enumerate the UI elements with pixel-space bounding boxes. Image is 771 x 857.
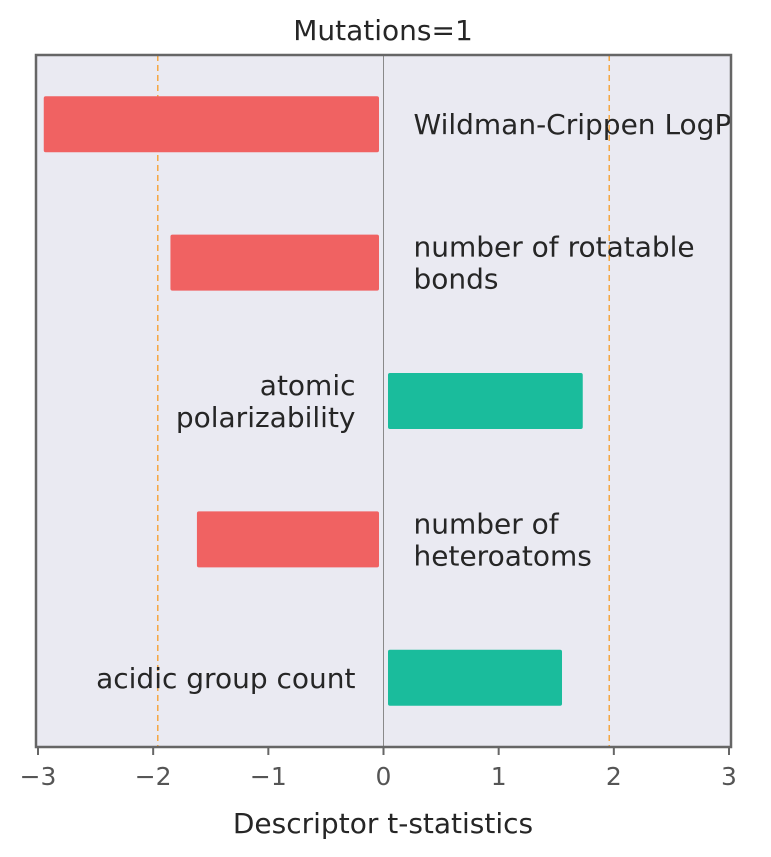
bar-2 <box>170 234 379 291</box>
x-tick-label: 2 <box>606 762 622 791</box>
bar-label-line: acidic group count <box>96 662 355 695</box>
x-tick-label: −1 <box>250 762 287 791</box>
x-tick-label: 3 <box>721 762 737 791</box>
bar-label-line: polarizability <box>176 401 356 434</box>
x-tick-label: −2 <box>135 762 172 791</box>
bar-4 <box>196 511 379 568</box>
bar-label-line: heteroatoms <box>414 539 592 572</box>
x-axis-label: Descriptor t-statistics <box>233 807 533 840</box>
x-axis-ticks: −3 −2 −1 0 1 2 3 <box>20 747 737 791</box>
threshold-lines <box>157 55 610 747</box>
chart-title: Mutations=1 <box>293 14 473 47</box>
bar-1 <box>43 96 380 153</box>
bar-5 <box>388 649 563 706</box>
bars <box>43 96 583 706</box>
x-tick-label: 1 <box>491 762 507 791</box>
bar-label-4: number of heteroatoms <box>414 507 592 572</box>
bar-label-5: acidic group count <box>96 662 355 695</box>
bar-label-1: Wildman-Crippen LogP <box>414 108 732 141</box>
bar-label-line: Wildman-Crippen LogP <box>414 108 732 141</box>
bar-label-line: bonds <box>414 263 499 296</box>
bar-label-3: atomic polarizability <box>176 369 356 434</box>
bar-3 <box>388 373 583 429</box>
x-tick-label: −3 <box>20 762 57 791</box>
bar-labels: Wildman-Crippen LogP number of rotatable b… <box>96 108 731 695</box>
bar-label-line: number of rotatable <box>414 231 695 264</box>
bar-label-2: number of rotatable bonds <box>414 231 695 296</box>
x-tick-label: 0 <box>376 762 392 791</box>
bar-label-line: number of <box>414 507 560 540</box>
bar-label-line: atomic <box>260 369 356 402</box>
